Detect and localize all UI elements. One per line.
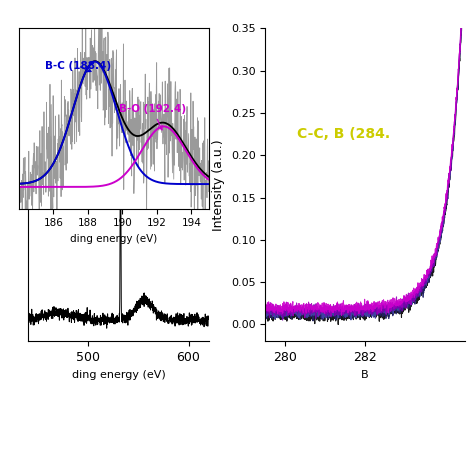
Text: B-O (192.4): B-O (192.4) bbox=[119, 104, 186, 130]
Y-axis label: Intensity (a.u.): Intensity (a.u.) bbox=[212, 139, 226, 231]
X-axis label: B: B bbox=[361, 370, 369, 380]
X-axis label: ding energy (eV): ding energy (eV) bbox=[72, 370, 165, 380]
Text: B-C (188.4): B-C (188.4) bbox=[45, 61, 111, 72]
Text: O1s: O1s bbox=[122, 100, 158, 118]
Text: C-C, B (284.: C-C, B (284. bbox=[297, 128, 391, 141]
X-axis label: ding energy (eV): ding energy (eV) bbox=[70, 234, 157, 244]
